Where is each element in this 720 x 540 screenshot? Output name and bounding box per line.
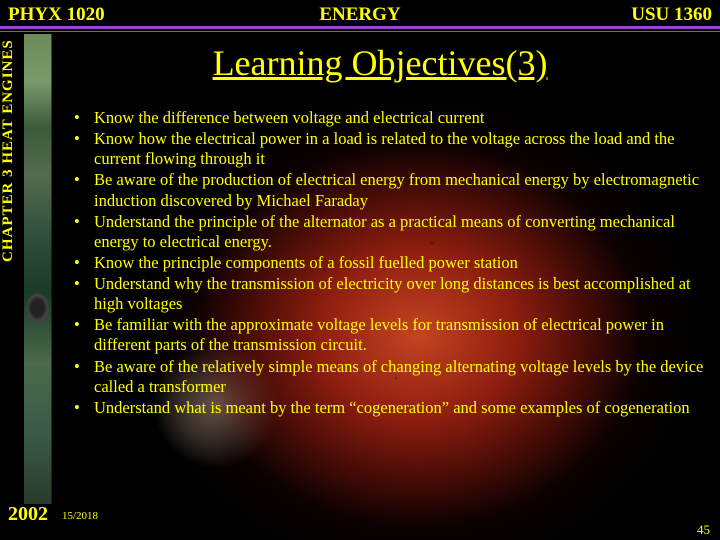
list-item: Know the difference between voltage and … bbox=[68, 108, 706, 128]
list-item: Be aware of the production of electrical… bbox=[68, 170, 706, 210]
header-rule-thin bbox=[0, 31, 720, 32]
header-bar: PHYX 1020 ENERGY USU 1360 bbox=[0, 4, 720, 28]
footer-date: 15/2018 bbox=[62, 510, 98, 522]
footer-year: 2002 bbox=[8, 503, 48, 526]
car-image-strip bbox=[24, 34, 52, 504]
list-item: Understand why the transmission of elect… bbox=[68, 274, 706, 314]
objectives-list: Know the difference between voltage and … bbox=[68, 108, 706, 419]
header-rule-thick bbox=[0, 26, 720, 29]
list-item: Understand the principle of the alternat… bbox=[68, 212, 706, 252]
page-number: 45 bbox=[697, 522, 710, 538]
list-item: Be aware of the relatively simple means … bbox=[68, 357, 706, 397]
list-item: Be familiar with the approximate voltage… bbox=[68, 315, 706, 355]
list-item: Know how the electrical power in a load … bbox=[68, 129, 706, 169]
header-title: ENERGY bbox=[0, 4, 720, 26]
slide-title: Learning Objectives(3) bbox=[0, 42, 720, 84]
list-item: Understand what is meant by the term “co… bbox=[68, 398, 706, 418]
course-code-right: USU 1360 bbox=[631, 4, 712, 26]
list-item: Know the principle components of a fossi… bbox=[68, 253, 706, 273]
